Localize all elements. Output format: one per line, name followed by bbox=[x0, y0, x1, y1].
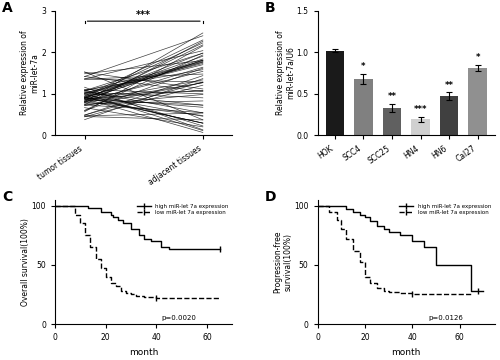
Text: D: D bbox=[264, 190, 276, 204]
Text: **: ** bbox=[444, 81, 454, 90]
Text: *: * bbox=[361, 62, 366, 71]
Y-axis label: Overall survival(100%): Overall survival(100%) bbox=[21, 218, 30, 306]
Bar bbox=[412, 120, 430, 135]
Text: A: A bbox=[2, 1, 12, 15]
Y-axis label: Progression-free
survival(100%): Progression-free survival(100%) bbox=[274, 231, 292, 293]
Text: *: * bbox=[476, 53, 480, 62]
Text: C: C bbox=[2, 190, 12, 204]
X-axis label: month: month bbox=[129, 348, 158, 357]
Text: ***: *** bbox=[414, 105, 428, 114]
Y-axis label: Relative expression of
miR-let-7a/U6: Relative expression of miR-let-7a/U6 bbox=[276, 31, 295, 115]
Legend: high miR-let 7a expression, low miR-let 7a expression: high miR-let 7a expression, low miR-let … bbox=[398, 202, 492, 216]
Bar bbox=[440, 96, 458, 135]
Legend: high miR-let 7a expression, low miR-let 7a expression: high miR-let 7a expression, low miR-let … bbox=[136, 202, 230, 216]
Text: ***: *** bbox=[136, 10, 151, 20]
Bar bbox=[382, 108, 402, 135]
Text: **: ** bbox=[388, 92, 396, 101]
X-axis label: month: month bbox=[392, 348, 421, 357]
Text: B: B bbox=[264, 1, 275, 15]
Y-axis label: Relative expression of
miR-let-7a: Relative expression of miR-let-7a bbox=[20, 31, 40, 115]
Text: p=0.0126: p=0.0126 bbox=[429, 315, 464, 321]
Bar bbox=[326, 50, 344, 135]
Text: p=0.0020: p=0.0020 bbox=[162, 315, 196, 321]
Bar bbox=[354, 79, 372, 135]
Bar bbox=[468, 68, 487, 135]
